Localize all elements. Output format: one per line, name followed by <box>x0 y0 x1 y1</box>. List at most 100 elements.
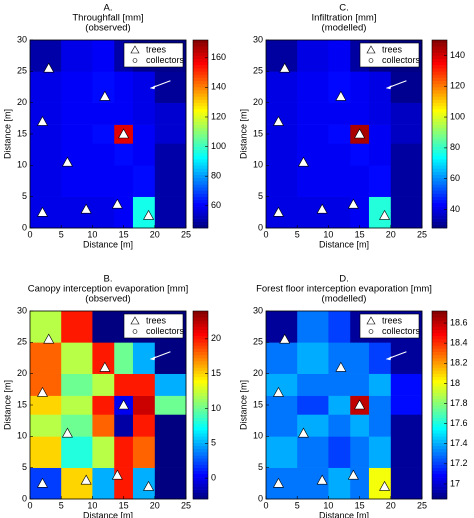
tree-marker <box>118 399 130 410</box>
colorbar-step <box>432 320 447 324</box>
y-tick-label: 5 <box>258 462 263 472</box>
colorbar-step <box>432 495 447 500</box>
colorbar-tick-label: 17.4 <box>450 438 468 448</box>
colorbar-step <box>432 411 447 415</box>
colorbar-step <box>193 155 208 160</box>
colorbar-step <box>432 58 447 63</box>
y-tick-label: 15 <box>253 399 263 409</box>
heat-cell <box>92 102 115 125</box>
colorbar-step <box>193 143 208 147</box>
heat-cell <box>328 165 351 197</box>
heat-cell <box>350 71 370 103</box>
colorbar-step <box>432 464 447 468</box>
colorbar-frame <box>192 39 209 229</box>
colorbar-step <box>193 389 208 393</box>
heat-cell <box>368 436 392 468</box>
colorbar-step <box>193 364 208 368</box>
tree-marker <box>379 480 391 491</box>
y-tick-label: 25 <box>253 66 263 76</box>
colorbar-step <box>432 473 447 478</box>
heat-cell <box>350 143 370 166</box>
colorbar-step <box>432 364 447 368</box>
colorbar-step <box>193 99 208 103</box>
heat-cell <box>390 467 423 500</box>
colorbar-step <box>193 379 208 384</box>
colorbar-step <box>193 461 208 465</box>
y-tick-label: 10 <box>253 431 263 441</box>
heat-cell <box>297 165 329 197</box>
heat-cell <box>390 143 423 166</box>
y-tick-label: 5 <box>22 462 27 472</box>
tree-marker <box>379 209 391 220</box>
colorbar-step <box>432 152 447 157</box>
colorbar-step <box>432 486 447 490</box>
heat-cell <box>368 143 392 166</box>
colorbar-step <box>432 71 447 75</box>
colorbar-step <box>193 65 208 69</box>
colorbar-step <box>193 320 208 324</box>
colorbar-step <box>432 414 447 418</box>
colorbar-step <box>193 74 208 78</box>
colorbar-step <box>432 124 447 129</box>
panel-subtitle: (modelled) <box>322 294 367 305</box>
heat-cell <box>350 165 370 197</box>
colorbar-step <box>432 83 447 88</box>
colorbar-tick-label: 100 <box>211 141 226 151</box>
heat-cell <box>266 124 298 144</box>
colorbar-step <box>193 49 208 53</box>
colorbar-step <box>432 332 447 337</box>
colorbar-step <box>432 181 447 185</box>
legend-label: collectors <box>146 326 185 336</box>
legend-box <box>123 42 184 68</box>
colorbar-step <box>432 401 447 406</box>
y-tick-label: 25 <box>17 66 27 76</box>
colorbar-step <box>193 58 208 63</box>
tree-marker <box>143 480 155 491</box>
heat-cell <box>30 196 62 229</box>
colorbar-step <box>432 118 447 122</box>
heat-cell <box>390 373 423 396</box>
x-tick-label: 15 <box>355 229 365 239</box>
colorbar-step <box>432 90 447 94</box>
colorbar-step <box>432 442 447 447</box>
tree-marker <box>61 156 73 167</box>
colorbar-step <box>432 149 447 154</box>
tree-marker <box>36 386 48 397</box>
colorbar-tick-label: 120 <box>450 81 465 91</box>
x-axis-label: Distance [m] <box>83 510 133 518</box>
colorbar-step <box>193 351 208 356</box>
colorbar-step <box>432 339 447 343</box>
y-tick-label: 5 <box>22 191 27 201</box>
colorbar-step <box>432 458 447 462</box>
x-axis-label: Distance [m] <box>319 510 369 518</box>
y-tick-label: 10 <box>253 160 263 170</box>
y-axis-label: Distance [m] <box>238 109 248 159</box>
heat-cell <box>266 40 298 72</box>
legend-collector <box>132 58 138 63</box>
colorbar-step <box>193 336 208 340</box>
heat-cell <box>266 342 298 374</box>
tree-marker <box>297 427 309 438</box>
colorbar-tick-label: 10 <box>211 403 221 413</box>
colorbar-tick-label: 120 <box>211 111 226 121</box>
heat-cell <box>92 311 115 343</box>
heat-cell <box>92 40 115 72</box>
colorbar-step <box>432 162 447 166</box>
colorbar-step <box>432 361 447 365</box>
colorbar-step <box>193 370 208 374</box>
colorbar-step <box>193 464 208 468</box>
colorbar-step <box>193 439 208 443</box>
heat-cell <box>328 311 351 343</box>
heat-cell <box>297 102 329 125</box>
colorbar-step <box>193 332 208 337</box>
heat-cell <box>114 71 134 103</box>
colorbar-step <box>432 127 447 132</box>
colorbar-step <box>193 190 208 194</box>
colorbar-step <box>193 495 208 500</box>
y-tick-label: 20 <box>253 97 263 107</box>
colorbar-step <box>193 159 208 163</box>
heat-cell <box>390 165 423 197</box>
colorbar-step <box>432 105 447 110</box>
colorbar-step <box>432 342 447 346</box>
heat-cell <box>114 373 134 396</box>
